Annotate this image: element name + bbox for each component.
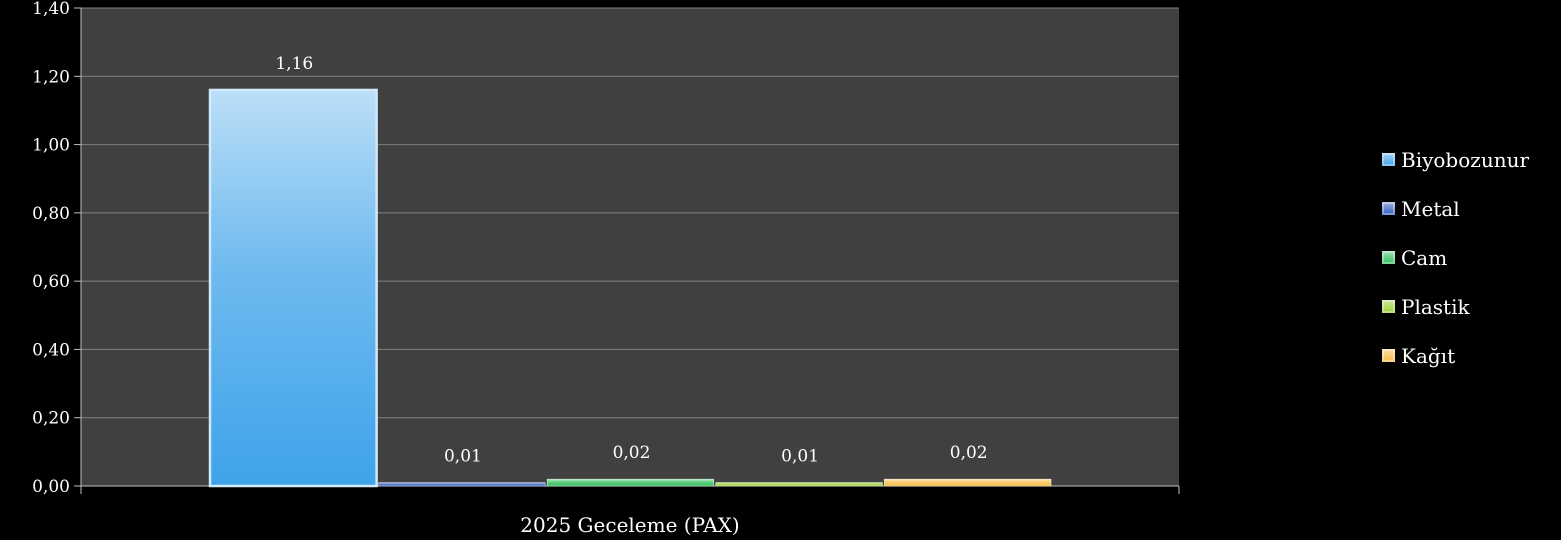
y-tick-label: 0,20 [32,409,70,429]
y-tick-label: 1,20 [32,67,70,87]
legend-swatch [1382,349,1395,362]
x-category-label: 2025 Geceleme (PAX) [520,513,739,537]
bar-metal [378,482,546,487]
bar-plastik [715,482,883,487]
data-label: 0,02 [613,443,651,463]
legend-item: Cam [1382,233,1560,282]
legend-swatch [1382,251,1395,264]
legend-swatch [1382,153,1395,166]
data-label: 0,02 [950,443,988,463]
legend-label: Biyobozunur [1401,147,1530,172]
data-label: 0,01 [444,447,482,467]
y-tick-label: 1,40 [32,0,70,19]
y-tick-label: 0,80 [32,204,70,224]
legend-label: Plastik [1401,294,1470,319]
y-tick-label: 0,00 [32,477,70,497]
bar-cam [546,478,715,487]
data-label: 1,16 [275,54,313,74]
legend-item: Kağıt [1382,331,1560,380]
legend-swatch [1382,300,1395,313]
bar-biyobozunur [208,88,378,488]
legend-item: Biyobozunur [1382,135,1560,184]
legend-label: Cam [1401,245,1448,270]
y-tick-label: 0,40 [32,340,70,360]
chart-legend: Biyobozunur Metal Cam Plastik Kağıt [1382,135,1560,380]
legend-item: Plastik [1382,282,1560,331]
legend-label: Kağıt [1401,343,1456,368]
y-tick-label: 0,60 [32,272,70,292]
y-tick-label: 1,00 [32,136,70,156]
legend-label: Metal [1401,196,1460,221]
bar-kağıt [884,478,1052,487]
data-label: 0,01 [781,447,819,467]
legend-swatch [1382,202,1395,215]
legend-item: Metal [1382,184,1560,233]
